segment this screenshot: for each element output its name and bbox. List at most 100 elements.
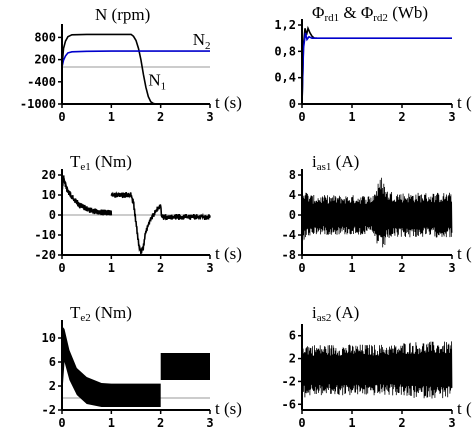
x-tick-label: 1 [348,110,355,124]
title-text: (Nm) [91,152,132,171]
x-tick-label: 3 [448,110,455,124]
title-text: (Wb) [388,3,428,22]
y-tick-label: 0 [289,97,296,111]
x-tick-label: 3 [448,416,455,430]
y-tick-label: -4 [282,228,296,242]
x-tick-label: 3 [448,261,455,275]
y-tick-label: -2 [282,374,296,388]
current-waveform [301,341,453,399]
title-subscript: rd1 [324,12,339,24]
title-subscript: e1 [80,161,90,173]
annotation-text: N [148,71,160,90]
y-tick-label: -400 [27,75,56,89]
y-tick-label: -10 [34,228,56,242]
y-tick-label: 10 [42,331,56,345]
chart-panel-te1: Te1 (Nm) -20 -10 0 10 20 0 1 2 3t (s) [34,152,242,275]
x-tick-label: 0 [298,110,305,124]
chart-title: Te2 (Nm) [70,303,132,324]
x-tick-label: 0 [298,416,305,430]
chart-title: Te1 (Nm) [70,152,132,173]
chart-panel-ias1: ias1 (A) -8 -4 0 4 8 0 1 2 3t ( [282,152,472,275]
title-subscript: as2 [317,312,332,324]
x-tick-label: 1 [108,110,115,124]
series-line-n2 [61,50,210,68]
chart-panel-te2: Te2 (Nm) -2 2 6 10 0 1 2 3t (s) [42,303,242,430]
x-tick-label: 0 [58,261,65,275]
y-tick-label: 800 [34,30,56,44]
series-line-1 [110,191,211,255]
chart-panel-ias2: ias2 (A) -6 -2 2 6 0 1 2 3t ( [282,303,472,430]
y-tick-label: -8 [282,248,296,262]
title-text: T [70,303,81,322]
x-tick-label: 0 [58,110,65,124]
y-tick-label: 6 [289,329,296,343]
x-tick-label: 2 [398,261,405,275]
y-tick-label: 2 [49,379,56,393]
band-1 [160,353,210,380]
chart-panel-flux: Φrd1 & Φrd2 (Wb) 0 0,4 0,8 1,2 0 1 2 3t ( [274,3,472,124]
x-tick-label: 3 [206,416,213,430]
x-tick-label: 2 [157,110,164,124]
y-tick-label: 0,4 [274,71,296,85]
series-line-0 [61,175,113,216]
title-text: T [70,152,81,171]
title-text: (Nm) [91,303,132,322]
annotation-n2: N2 [193,30,211,52]
y-tick-label: -20 [34,248,56,262]
title-text: Φ [312,3,324,22]
annotation-n1: N1 [148,71,166,93]
annotation-text: N [193,30,205,49]
y-tick-label: 1,2 [274,18,296,32]
current-waveform [301,177,453,248]
y-tick-label: 200 [34,53,56,67]
x-tick-label: 0 [298,261,305,275]
x-axis-label: t (s) [215,399,242,418]
y-tick-label: 0,8 [274,44,296,58]
annotation-subscript: 1 [161,81,167,93]
x-tick-label: 2 [398,110,405,124]
y-tick-label: 8 [289,168,296,182]
x-tick-label: 1 [108,261,115,275]
x-tick-label: 3 [206,110,213,124]
band-0 [62,326,161,407]
x-tick-label: 1 [348,416,355,430]
series-line-1 [301,32,452,105]
x-axis-label: t (s) [215,93,242,112]
title-text: (A) [331,152,359,171]
chart-title: ias1 (A) [312,152,359,173]
x-tick-label: 1 [108,416,115,430]
chart-title: N (rpm) [95,5,150,24]
y-tick-label: -2 [42,403,56,417]
x-axis-label: t ( [457,93,472,112]
chart-title: Φrd1 & Φrd2 (Wb) [312,3,428,24]
annotation-subscript: 2 [205,40,211,52]
y-tick-label: 2 [289,352,296,366]
y-tick-label: 10 [42,188,56,202]
x-axis-label: t ( [457,399,472,418]
x-tick-label: 2 [398,416,405,430]
title-subscript: e2 [80,312,90,324]
title-text: i [312,152,317,171]
title-subscript: as1 [317,161,332,173]
y-tick-label: -6 [282,397,296,411]
title-text: i [312,303,317,322]
x-tick-label: 3 [206,261,213,275]
y-tick-label: 20 [42,168,56,182]
x-tick-label: 2 [157,261,164,275]
x-axis-label: t (s) [215,244,242,263]
title-text: (A) [331,303,359,322]
series-line-n1 [61,33,166,105]
y-tick-label: 0 [49,208,56,222]
title-subscript: rd2 [373,12,388,24]
x-axis-label: t ( [457,244,472,263]
title-text: & Φ [339,3,373,22]
x-tick-label: 1 [348,261,355,275]
x-tick-label: 2 [157,416,164,430]
x-tick-label: 0 [58,416,65,430]
y-tick-label: 4 [289,188,296,202]
y-tick-label: 6 [49,355,56,369]
y-tick-label: 0 [289,208,296,222]
y-tick-label: -1000 [20,97,56,111]
